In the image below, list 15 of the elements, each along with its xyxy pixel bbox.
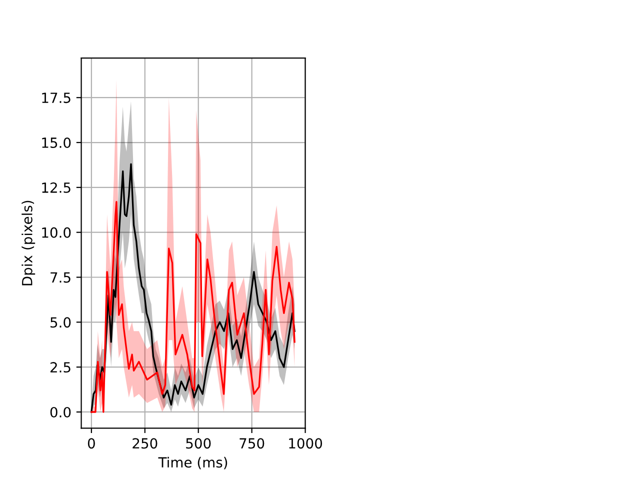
x-tick-label: 750 (240, 438, 264, 449)
y-tick-label: 15.0 (42, 137, 71, 148)
y-tick-label: 0.0 (50, 406, 71, 418)
y-tick-label: 10.0 (42, 227, 71, 238)
y-tick-label: 5.0 (50, 317, 71, 328)
x-axis-title: Time (ms) (158, 456, 228, 470)
x-tick-label: 0 (88, 438, 95, 449)
y-tick-label: 17.5 (42, 92, 70, 104)
x-tick-label: 250 (132, 438, 158, 449)
y-tick-label: 7.5 (50, 272, 70, 283)
y-tick-label: 12.5 (42, 182, 70, 193)
y-tick-label: 2.5 (50, 362, 70, 373)
x-tick-label: 1000 (289, 438, 322, 449)
y-axis-title: Dpix (pixels) (22, 200, 36, 286)
x-tick-label: 500 (186, 438, 211, 449)
